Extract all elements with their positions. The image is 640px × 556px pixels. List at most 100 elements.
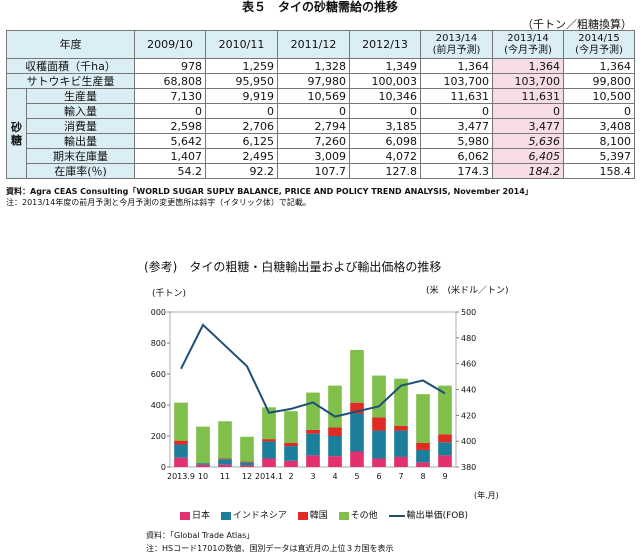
legend-label: 輸出単価(FOB) [406, 511, 469, 521]
table-title: 表５ タイの砂糖需給の推移 [241, 0, 398, 14]
bar-segment [284, 411, 298, 443]
table-cell: 1,328 [277, 58, 350, 74]
col-header-sub: (今月予測) [504, 44, 552, 56]
bar-segment [394, 425, 408, 431]
bar-segment [350, 349, 364, 403]
bar-segment [262, 441, 276, 459]
y-tick-label-left: 400 [151, 401, 166, 410]
bar-segment [306, 392, 320, 430]
left-axis-label: (千トン) [152, 289, 187, 299]
table-row: 輸出量 5,642 6,125 7,260 6,098 5,980 5,636 … [7, 133, 635, 149]
table-source: 資料：Agra CEAS Consulting「WORLD SUGAR SUPL… [6, 187, 533, 196]
table-row: 輸入量 0 0 0 0 0 0 0 [7, 103, 635, 119]
x-tick-label: 11 [220, 472, 230, 481]
bar-segment [218, 464, 232, 467]
bar-segment [350, 413, 364, 452]
table-cell: 100,003 [349, 73, 421, 89]
bar-segment [196, 464, 210, 467]
bar-segment [174, 402, 188, 441]
bar-segment [372, 430, 386, 459]
legend-swatch [338, 511, 349, 520]
table-cell: 0 [277, 103, 350, 119]
table-cell: 103,700 [492, 73, 564, 89]
table-cell: 10,569 [277, 88, 350, 104]
legend-swatch [180, 511, 190, 520]
bar-segment [328, 456, 342, 467]
corner-header: 年度 [6, 30, 135, 59]
bar-segment [218, 458, 232, 460]
table-note: 注：2013/14年度の前月予測と今月予測の変更箇所は斜字（イタリック体）で記載… [6, 198, 311, 207]
legend-label: インドネシア [232, 511, 287, 521]
legend-item-other: その他 [338, 508, 378, 521]
table-cell: 978 [134, 58, 206, 74]
bar-segment [350, 402, 364, 414]
table-cell: 5,980 [420, 133, 493, 149]
bar-segment [372, 417, 386, 431]
table-cell: 3,009 [277, 148, 350, 164]
x-axis-unit: (年.月) [474, 491, 499, 500]
bar-segment [218, 459, 232, 465]
col-header-year: 2013/14 [507, 32, 549, 44]
table-header-row: 年度 2009/10 2010/11 2011/12 2012/13 2013/… [6, 30, 635, 59]
table-cell: 3,477 [420, 118, 493, 134]
y-tick-label-right: 380 [461, 463, 476, 472]
legend-item-japan: 日本 [180, 508, 210, 521]
bar-segment [438, 434, 452, 443]
table-cell: 97,980 [277, 73, 350, 89]
bar-segment [306, 455, 320, 467]
col-header: 2014/15 (今月予測) [563, 30, 635, 59]
y-tick-label-left: 600 [151, 370, 166, 379]
legend-line [388, 514, 405, 517]
col-header-year: 2013/14 [435, 32, 478, 44]
table-cell: 1,364 [420, 58, 493, 74]
x-tick-label: 9 [442, 472, 447, 481]
bar-segment [416, 449, 430, 463]
bar-segment [394, 378, 408, 426]
table-cell: 6,125 [205, 133, 278, 149]
y-tick-label-right: 440 [461, 386, 476, 395]
x-tick-label: 4 [332, 472, 337, 481]
table-cell: 11,631 [420, 88, 493, 104]
bar-segment [174, 440, 188, 445]
sugar-balance-table: 年度 2009/10 2010/11 2011/12 2012/13 2013/… [6, 30, 635, 179]
bar-segment [416, 442, 430, 450]
bar-segment [328, 385, 342, 428]
table-cell: 3,185 [349, 118, 421, 134]
bar-segment [262, 439, 276, 442]
col-header: 2011/12 [277, 30, 350, 59]
table-cell: 11,631 [492, 88, 564, 104]
bar-segment [394, 456, 408, 467]
legend-swatch [297, 511, 308, 520]
table-cell: 3,477 [492, 118, 564, 134]
y-tick-label-right: 460 [461, 360, 476, 369]
bar-segment [372, 458, 386, 467]
unit-note: （千トン／粗糖換算） [522, 18, 632, 31]
table-cell: 2,598 [134, 118, 206, 134]
row-label: サトウキビ生産量 [6, 73, 135, 89]
table-cell: 174.3 [420, 163, 493, 179]
table-cell: 4,072 [349, 148, 421, 164]
export-chart: 0 200 400 600 800 1,000 380 400 420 440 460 480 500 2… [150, 308, 476, 481]
legend-item-fob-price: 輸出単価(FOB) [388, 508, 469, 521]
fob-price-line [180, 323, 446, 418]
bar-segment [218, 421, 232, 459]
table-cell: 107.7 [277, 163, 350, 179]
legend-label: その他 [350, 511, 378, 521]
y-tick-label-left: 0 [161, 463, 166, 472]
table-cell: 10,500 [563, 88, 635, 104]
table-cell: 0 [492, 103, 564, 119]
legend-item-indonesia: インドネシア [220, 508, 287, 521]
legend-label: 日本 [192, 511, 211, 521]
table-cell-changed: 5,636 [492, 133, 564, 149]
table-cell: 1,364 [492, 58, 564, 74]
row-label: 期末在庫量 [26, 148, 135, 164]
bar-segment [196, 463, 210, 465]
col-header-year: 2014/15 [578, 32, 620, 44]
y-tick-label-right: 400 [461, 437, 476, 446]
bar-segment [438, 455, 452, 467]
bar-segment [350, 451, 364, 467]
table-row: 在庫率(％) 54.2 92.2 107.7 127.8 174.3 184.2… [7, 163, 635, 179]
group-label-char: 砂 [11, 120, 22, 134]
x-tick-label: 8 [420, 472, 425, 481]
